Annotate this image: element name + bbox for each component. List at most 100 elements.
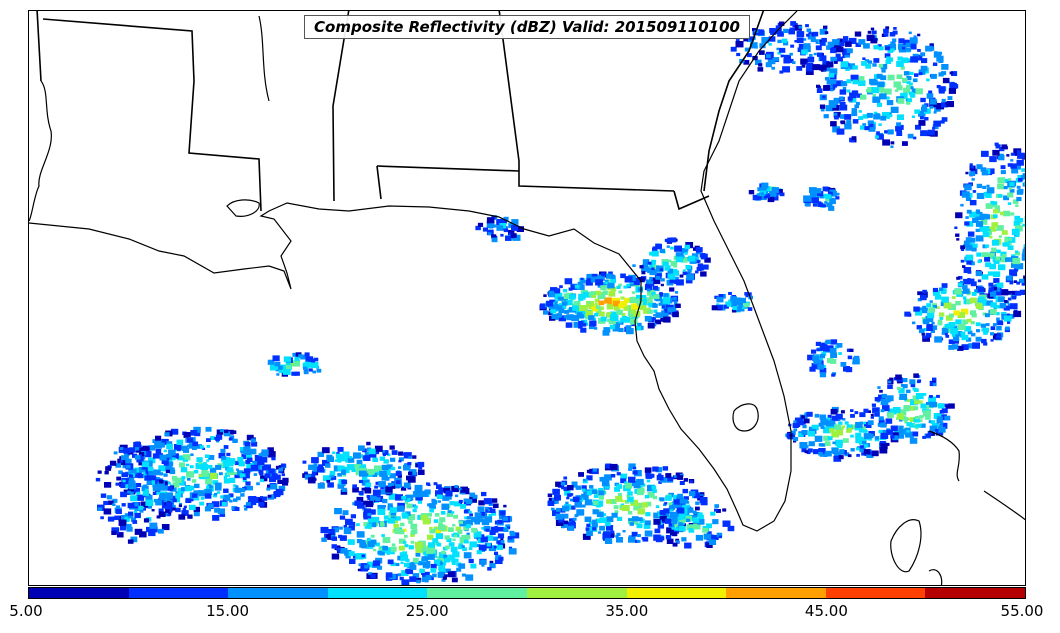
radar-echo-pixel xyxy=(917,33,921,37)
radar-echo-pixel xyxy=(95,477,101,482)
radar-echo-pixel xyxy=(375,481,380,485)
radar-echo-pixel xyxy=(596,503,601,508)
radar-echo-pixel xyxy=(812,64,820,71)
radar-echo-pixel xyxy=(886,116,890,120)
radar-echo-pixel xyxy=(482,227,488,232)
radar-echo-pixel xyxy=(1003,195,1009,201)
radar-echo-pixel xyxy=(377,504,386,512)
radar-echo-pixel xyxy=(201,468,208,473)
radar-echo-pixel xyxy=(822,60,830,67)
radar-echo-pixel xyxy=(915,310,922,316)
radar-echo-pixel xyxy=(681,519,686,523)
radar-echo-pixel xyxy=(665,473,672,478)
radar-echo-pixel xyxy=(483,498,492,505)
radar-echo-pixel xyxy=(412,573,418,579)
radar-echo-pixel xyxy=(573,300,581,307)
radar-echo-pixel xyxy=(595,290,601,296)
radar-echo-pixel xyxy=(832,450,836,454)
radar-echo-pixel xyxy=(735,41,744,48)
radar-echo-pixel xyxy=(613,305,621,311)
radar-echo-pixel xyxy=(172,482,180,488)
radar-echo-pixel xyxy=(879,93,887,100)
radar-echo-pixel xyxy=(605,521,611,527)
radar-echo-pixel xyxy=(897,98,905,104)
radar-echo-pixel xyxy=(863,421,872,428)
radar-echo-pixel xyxy=(883,28,889,34)
radar-echo-pixel xyxy=(183,505,187,509)
radar-echo-pixel xyxy=(442,576,447,580)
radar-echo-pixel xyxy=(561,524,566,529)
radar-echo-pixel xyxy=(616,484,622,489)
radar-echo-pixel xyxy=(568,522,576,529)
radar-echo-pixel xyxy=(226,467,234,473)
radar-echo-pixel xyxy=(436,562,441,566)
radar-echo-pixel xyxy=(331,544,337,549)
radar-echo-pixel xyxy=(492,224,497,228)
radar-echo-pixel xyxy=(663,503,667,506)
radar-echo-pixel xyxy=(664,238,669,243)
radar-echo-pixel xyxy=(486,217,495,224)
radar-echo-pixel xyxy=(856,93,862,98)
radar-echo-pixel xyxy=(561,486,565,490)
radar-echo-pixel xyxy=(591,273,598,279)
radar-echo-pixel xyxy=(618,320,622,324)
radar-echo-pixel xyxy=(675,252,684,259)
radar-echo-pixel xyxy=(214,492,218,496)
radar-echo-pixel xyxy=(163,473,168,477)
radar-echo-pixel xyxy=(816,88,823,93)
radar-echo-pixel xyxy=(191,479,197,483)
radar-echo-pixel xyxy=(511,532,520,539)
radar-echo-pixel xyxy=(586,490,593,496)
radar-echo-pixel xyxy=(475,225,481,231)
radar-echo-pixel xyxy=(158,511,166,517)
radar-echo-pixel xyxy=(1009,188,1015,193)
radar-echo-pixel xyxy=(941,64,949,70)
radar-echo-pixel xyxy=(659,510,666,515)
radar-echo-pixel xyxy=(497,519,503,524)
radar-echo-pixel xyxy=(700,271,707,277)
radar-echo-pixel xyxy=(133,441,141,449)
radar-echo-pixel xyxy=(551,314,558,319)
radar-echo-pixel xyxy=(385,575,393,581)
radar-echo-pixel xyxy=(193,496,200,501)
radar-echo-pixel xyxy=(610,530,615,534)
radar-echo-pixel xyxy=(847,96,853,101)
radar-echo-pixel xyxy=(696,259,701,263)
radar-echo-pixel xyxy=(703,533,712,540)
radar-echo-pixel xyxy=(930,420,936,424)
radar-echo-pixel xyxy=(563,293,572,300)
radar-echo-pixel xyxy=(100,516,104,520)
radar-echo-pixel xyxy=(147,467,154,472)
radar-echo-pixel xyxy=(405,511,411,516)
radar-echo-pixel xyxy=(834,451,841,457)
radar-echo-pixel xyxy=(641,537,645,540)
radar-echo-pixel xyxy=(401,570,409,576)
radar-echo-pixel xyxy=(370,495,377,501)
radar-echo-pixel xyxy=(874,436,880,440)
radar-echo-pixel xyxy=(644,530,653,537)
radar-echo-pixel xyxy=(379,489,386,495)
radar-echo-pixel xyxy=(458,563,466,569)
radar-echo-pixel xyxy=(604,484,610,489)
radar-echo-pixel xyxy=(556,507,561,512)
radar-echo-pixel xyxy=(711,305,719,311)
radar-echo-pixel xyxy=(558,517,565,523)
radar-echo-pixel xyxy=(846,348,851,352)
radar-echo-pixel xyxy=(258,497,265,503)
radar-echo-pixel xyxy=(491,511,497,516)
radar-echo-pixel xyxy=(352,484,357,489)
radar-echo-pixel xyxy=(373,560,381,567)
radar-echo-pixel xyxy=(649,276,653,280)
radar-echo-pixel xyxy=(308,368,313,372)
radar-echo-pixel xyxy=(848,37,857,44)
radar-echo-pixel xyxy=(132,520,138,524)
radar-echo-pixel xyxy=(235,485,239,488)
radar-echo-pixel xyxy=(971,178,975,181)
radar-echo-pixel xyxy=(486,543,491,547)
radar-echo-pixel xyxy=(134,506,140,511)
radar-echo-pixel xyxy=(1019,278,1025,283)
radar-echo-pixel xyxy=(505,524,511,529)
radar-echo-pixel xyxy=(355,470,363,476)
radar-echo-pixel xyxy=(1008,178,1012,181)
radar-echo-pixel xyxy=(161,502,170,509)
